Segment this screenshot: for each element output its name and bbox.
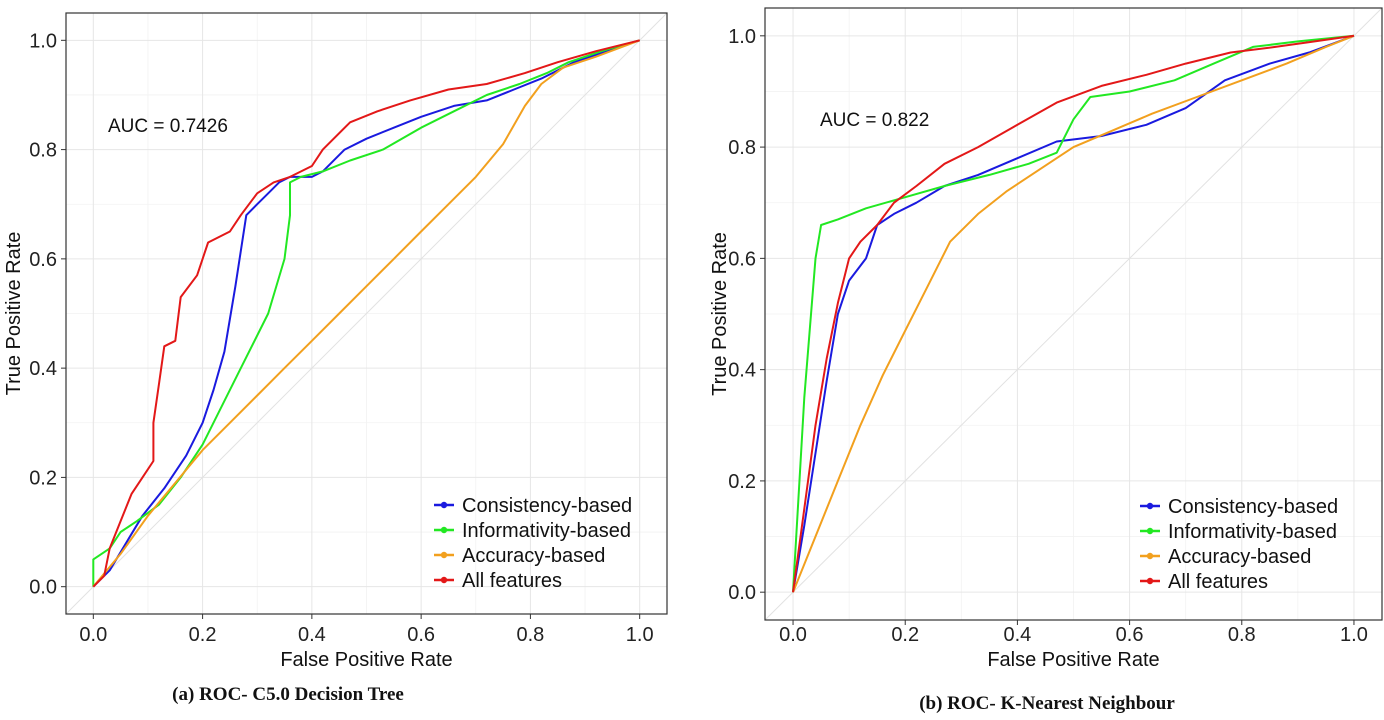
y-axis-title: True Positive Rate [3,232,25,396]
roc-chart-a: 0.0 0.0 0.2 0.2 0.4 0.4 0.6 0.6 0.8 0.8 1.0 1.0 Fals… [3,12,668,705]
legend-label: Accuracy-based [462,545,605,567]
x-tick-label: 0.6 [1116,624,1144,646]
legend-label: Informativity-based [462,520,631,542]
y-tick-label: 1.0 [728,26,756,48]
series-line-informativity-based [792,34,1355,593]
y-tick-label: 0.2 [728,471,756,493]
figure-caption: (a) ROC- C5.0 Decision Tree [172,684,404,705]
plot-border [764,7,1383,621]
y-tick-label: 1.0 [29,30,57,52]
x-axis-title: False Positive Rate [280,649,452,671]
legend-label: All features [462,570,562,592]
x-tick-label: 0.2 [189,624,217,646]
y-axis-title: True Positive Rate [709,232,731,396]
legend-key-marker [440,526,448,534]
diagonal-reference-line [764,7,1383,621]
series-line-all-features [792,34,1355,593]
y-tick-label: 0.2 [29,467,57,489]
legend-label: Informativity-based [1168,521,1337,543]
legend: Consistency-based Informativity-based Accu… [434,495,632,592]
x-tick-label: 0.0 [779,624,807,646]
legend-label: Consistency-based [1168,496,1338,518]
legend-key-marker [1146,502,1154,510]
x-tick-label: 0.6 [407,624,435,646]
series-line-all-features [92,39,640,588]
legend-key-marker [1146,577,1154,585]
legend-item-all-features: All features [1140,571,1268,593]
legend-item-consistency-based: Consistency-based [434,495,632,517]
figure-caption: (b) ROC- K-Nearest Neighbour [919,693,1175,714]
x-tick-label: 0.4 [1004,624,1032,646]
legend-key-marker [440,576,448,584]
y-tick-label: 0.4 [29,358,57,380]
legend-label: All features [1168,571,1268,593]
roc-chart-b: 0.0 0.0 0.2 0.2 0.4 0.4 0.6 0.6 0.8 0.8 1.0 1.0 Fals… [709,7,1383,714]
legend-key-marker [1146,527,1154,535]
auc-annotation: AUC = 0.822 [820,110,929,131]
y-tick-label: 0.0 [728,582,756,604]
y-tick-label: 0.8 [29,140,57,162]
legend-item-accuracy-based: Accuracy-based [1140,546,1311,568]
auc-annotation: AUC = 0.7426 [108,116,228,137]
legend-item-consistency-based: Consistency-based [1140,496,1338,518]
legend-label: Accuracy-based [1168,546,1311,568]
plot-border [65,12,668,615]
x-axis-title: False Positive Rate [987,649,1159,671]
x-tick-label: 1.0 [626,624,654,646]
y-tick-label: 0.4 [728,360,756,382]
x-tick-label: 0.8 [1228,624,1256,646]
y-tick-label: 0.8 [728,137,756,159]
legend-label: Consistency-based [462,495,632,517]
y-tick-label: 0.6 [728,248,756,270]
y-tick-label: 0.0 [29,577,57,599]
x-tick-label: 0.2 [891,624,919,646]
y-tick-label: 0.6 [29,249,57,271]
series-line-accuracy-based [92,39,641,588]
legend-key-marker [440,501,448,509]
legend-key-marker [1146,552,1154,560]
diagonal-reference-line [65,12,668,615]
x-tick-label: 0.0 [79,624,107,646]
series-line-informativity-based [92,39,640,587]
x-tick-label: 0.4 [298,624,326,646]
legend-item-all-features: All features [434,570,562,592]
legend-item-informativity-based: Informativity-based [1140,521,1337,543]
legend-item-accuracy-based: Accuracy-based [434,545,605,567]
series-line-accuracy-based [792,34,1355,593]
legend-key-marker [440,551,448,559]
legend-item-informativity-based: Informativity-based [434,520,631,542]
x-tick-label: 1.0 [1340,624,1368,646]
legend: Consistency-based Informativity-based Accu… [1140,496,1338,593]
series-line-consistency-based [92,39,641,588]
x-tick-label: 0.8 [517,624,545,646]
